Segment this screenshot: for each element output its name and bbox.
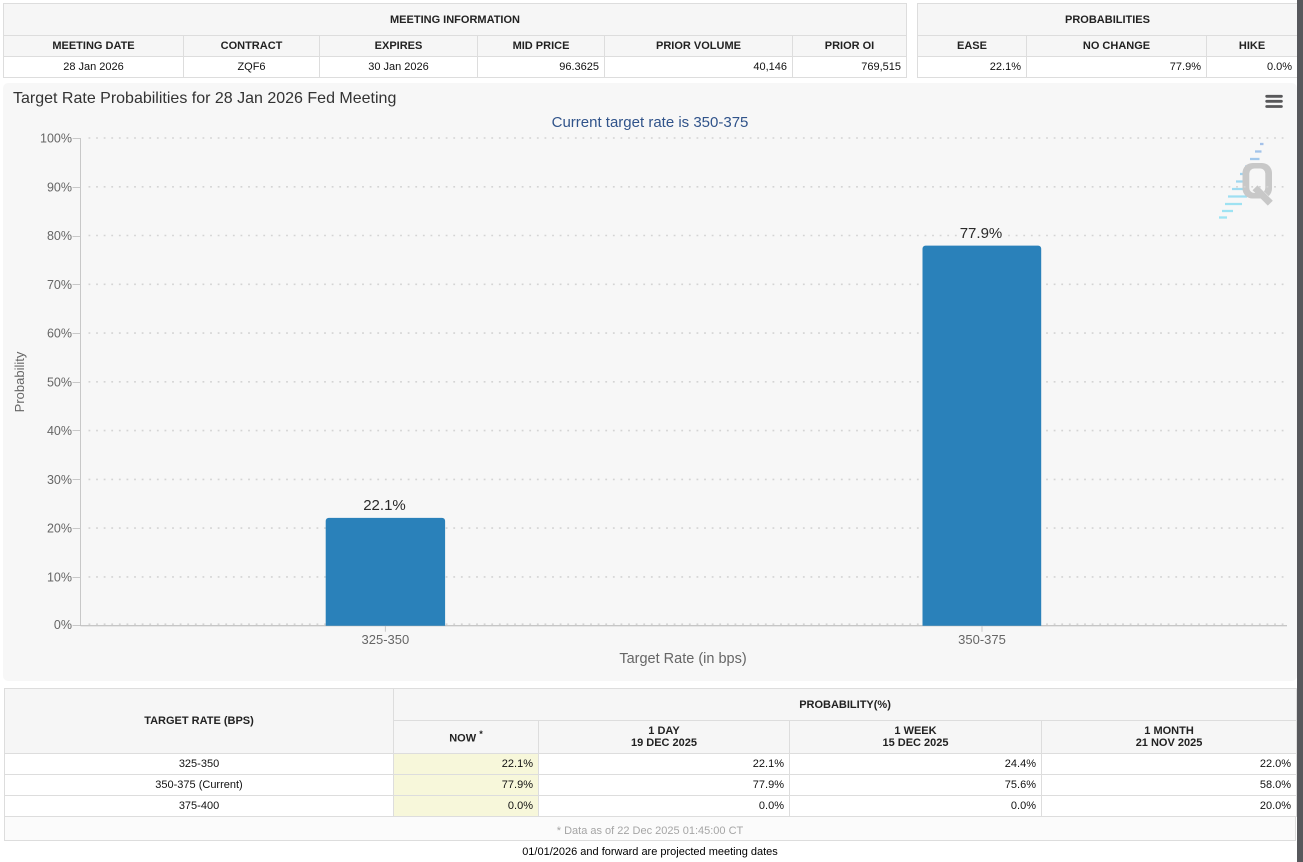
svg-text:Probability: Probability [12, 351, 27, 412]
svg-text:90%: 90% [47, 180, 72, 194]
svg-text:350-375: 350-375 [958, 632, 1006, 647]
svg-text:70%: 70% [47, 278, 72, 292]
svg-text:50%: 50% [47, 375, 72, 389]
svg-text:80%: 80% [47, 229, 72, 243]
svg-text:40%: 40% [47, 424, 72, 438]
svg-text:100%: 100% [40, 132, 72, 146]
svg-text:77.9%: 77.9% [960, 225, 1003, 242]
svg-text:30%: 30% [47, 473, 72, 487]
svg-text:10%: 10% [47, 570, 72, 584]
svg-text:Target Rate (in bps): Target Rate (in bps) [619, 651, 746, 667]
svg-text:325-350: 325-350 [362, 632, 410, 647]
svg-text:22.1%: 22.1% [363, 497, 406, 514]
svg-text:0%: 0% [54, 618, 72, 632]
svg-text:20%: 20% [47, 522, 72, 536]
svg-text:60%: 60% [47, 327, 72, 341]
